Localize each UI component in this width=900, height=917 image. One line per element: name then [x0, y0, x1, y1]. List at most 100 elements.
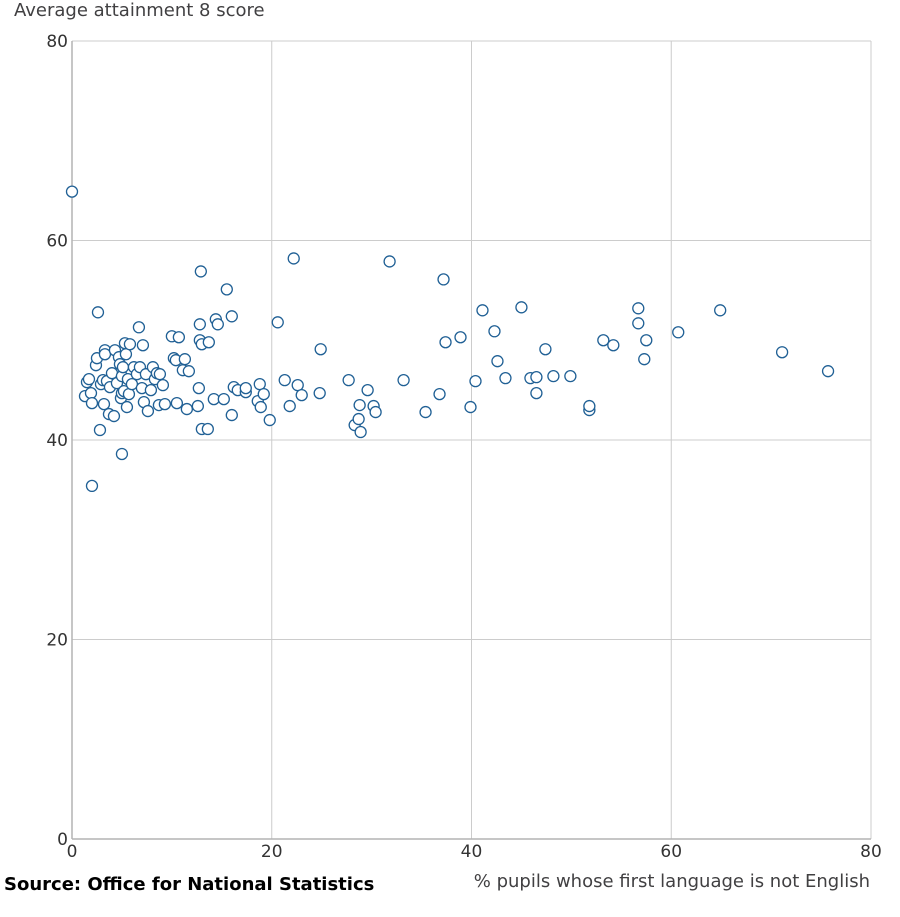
data-point: [714, 304, 727, 317]
x-axis-title: % pupils whose first language is not Eng…: [474, 871, 870, 892]
data-point: [530, 386, 543, 400]
axes: [71, 41, 871, 840]
data-point: [84, 386, 98, 400]
y-tick-label: 40: [46, 431, 68, 451]
data-point: [564, 370, 577, 383]
data-point: [65, 185, 79, 198]
data-point: [144, 383, 158, 397]
data-point: [775, 346, 789, 359]
data-point: [122, 387, 136, 401]
data-point: [180, 402, 194, 416]
data-point: [115, 447, 129, 461]
y-axis-title: Average attainment 8 score: [14, 0, 265, 21]
data-point: [278, 373, 291, 387]
data-point: [632, 302, 645, 315]
data-point: [132, 321, 146, 334]
data-point: [597, 334, 610, 347]
data-point: [217, 392, 230, 406]
data-point: [491, 355, 504, 368]
data-point: [141, 404, 155, 418]
data-point: [156, 378, 170, 392]
data-point: [271, 316, 284, 329]
tick-labels: 0 20 40 60 80 0 20 40 60 80: [46, 32, 881, 862]
data-point: [439, 336, 452, 349]
data-point: [488, 325, 501, 338]
x-tick-label: 0: [67, 842, 78, 862]
data-point: [638, 353, 651, 366]
data-point: [352, 412, 365, 426]
data-point: [530, 371, 543, 384]
data-point: [120, 400, 134, 414]
data-point: [313, 386, 326, 400]
data-point: [225, 310, 238, 323]
data-point: [354, 425, 367, 439]
data-point: [263, 413, 276, 427]
x-tick-label: 80: [860, 842, 882, 862]
data-point: [539, 343, 552, 356]
data-point: [640, 334, 653, 347]
data-point: [353, 398, 366, 412]
data-point: [361, 383, 374, 397]
data-point: [257, 387, 270, 401]
data-point: [91, 306, 105, 319]
data-point: [85, 396, 99, 410]
data-point: [295, 388, 308, 402]
data-point: [158, 397, 172, 411]
data-point: [314, 343, 327, 356]
y-tick-label: 80: [46, 32, 68, 52]
data-point: [211, 318, 224, 331]
data-point: [254, 400, 267, 414]
data-point: [201, 422, 214, 436]
data-point: [397, 373, 410, 387]
data-point: [369, 405, 382, 419]
data-point: [607, 339, 620, 352]
data-point: [464, 400, 477, 414]
data-points: [65, 185, 835, 493]
data-point: [153, 368, 167, 381]
data-point: [515, 301, 528, 314]
data-point: [178, 353, 192, 366]
data-point: [172, 331, 186, 344]
data-point: [433, 387, 446, 401]
data-point: [123, 338, 137, 351]
data-point: [821, 365, 835, 378]
data-point: [287, 252, 300, 265]
source-note: Source: Office for National Statistics: [4, 874, 375, 895]
data-point: [97, 397, 111, 411]
data-point: [93, 423, 107, 437]
x-tick-label: 60: [660, 842, 682, 862]
y-tick-label: 20: [46, 631, 68, 651]
y-tick-label: 0: [57, 830, 68, 850]
data-point: [82, 373, 96, 386]
data-point: [192, 381, 205, 395]
data-point: [85, 479, 99, 493]
data-point: [239, 381, 252, 395]
data-point: [383, 255, 396, 268]
data-point: [283, 399, 296, 413]
y-tick-label: 60: [46, 232, 68, 252]
data-point: [116, 361, 130, 374]
data-point: [454, 331, 467, 344]
data-point: [191, 399, 204, 413]
data-point: [499, 372, 512, 385]
x-tick-label: 20: [261, 842, 283, 862]
data-point: [136, 339, 150, 352]
data-point: [419, 405, 432, 419]
grid-lines: [71, 40, 872, 840]
data-point: [583, 399, 596, 413]
data-point: [182, 365, 196, 378]
data-point: [202, 336, 215, 349]
data-point: [437, 273, 450, 286]
data-point: [194, 265, 207, 278]
data-point: [342, 373, 355, 387]
data-point: [107, 409, 121, 423]
data-point: [476, 304, 489, 317]
data-point: [193, 318, 206, 331]
data-point: [547, 370, 560, 383]
data-point: [672, 326, 685, 339]
data-point: [105, 367, 119, 380]
x-tick-label: 40: [461, 842, 483, 862]
data-point: [632, 317, 645, 330]
data-point: [170, 396, 184, 410]
